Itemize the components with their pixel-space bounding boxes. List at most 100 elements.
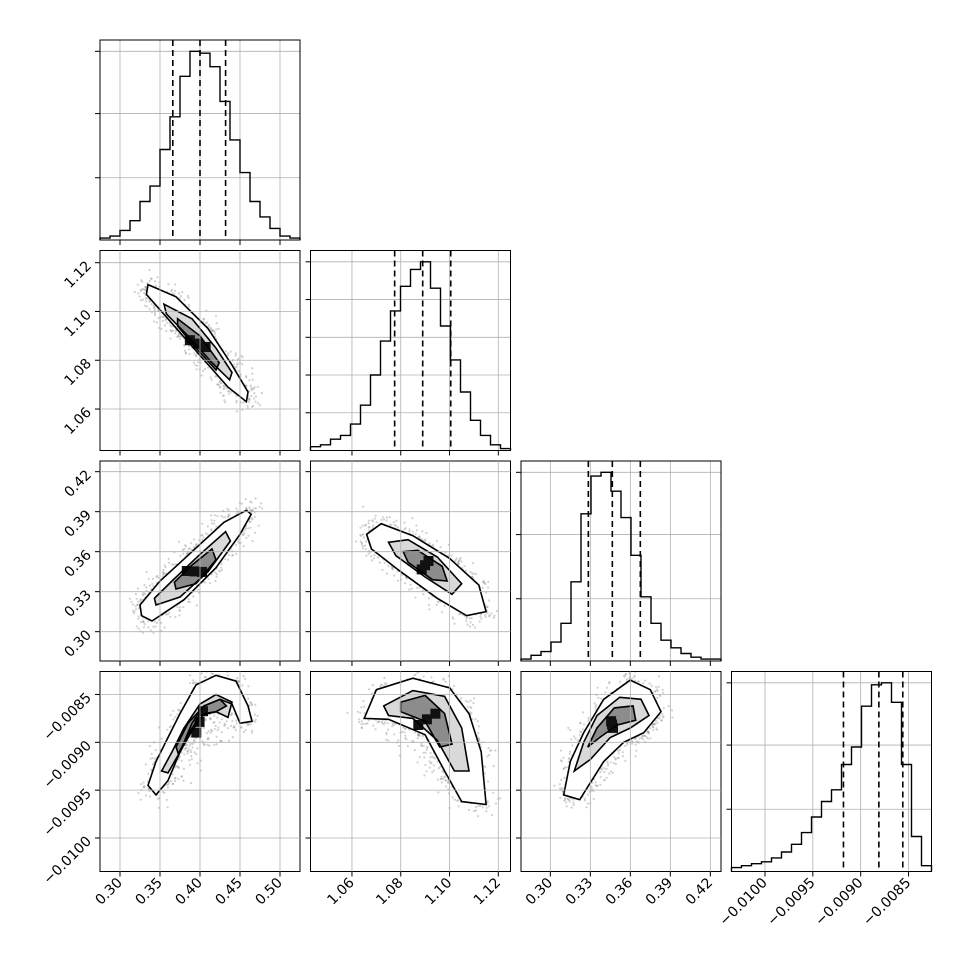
- sample-point: [578, 734, 581, 737]
- sample-point: [627, 665, 629, 667]
- sample-point: [367, 519, 370, 522]
- sample-point: [647, 731, 650, 734]
- sample-point: [453, 622, 456, 625]
- sample-point: [600, 697, 603, 700]
- sample-point: [210, 728, 213, 732]
- sample-point: [249, 701, 252, 704]
- panel-frame: [520, 460, 722, 662]
- sample-point: [162, 571, 165, 575]
- sample-point: [157, 576, 160, 579]
- sample-point: [248, 508, 252, 511]
- sample-point: [364, 548, 367, 551]
- sample-point: [208, 744, 211, 747]
- y-tick-label: −0.0095: [41, 786, 95, 840]
- sample-point: [247, 401, 251, 404]
- sample-point: [404, 527, 407, 530]
- sample-point: [200, 534, 203, 537]
- sample-point: [134, 605, 137, 608]
- sample-point: [632, 676, 636, 679]
- sample-point: [232, 726, 235, 729]
- sample-point: [361, 533, 364, 536]
- sample-point: [364, 722, 367, 725]
- sample-point: [564, 797, 567, 800]
- sample-point: [457, 562, 460, 565]
- sample-point: [437, 767, 440, 770]
- sample-point: [463, 565, 466, 568]
- sample-point: [655, 688, 658, 691]
- sample-point: [256, 402, 260, 405]
- sample-point: [367, 688, 371, 691]
- sample-point: [644, 668, 646, 670]
- sample-point: [210, 378, 213, 381]
- sample-point: [645, 730, 648, 733]
- sample-point: [140, 783, 143, 786]
- sample-point: [180, 775, 184, 778]
- sample-point: [203, 317, 206, 321]
- sample-point: [137, 607, 141, 610]
- sample-point: [429, 756, 432, 759]
- sample-point: [568, 800, 572, 803]
- sample-point: [235, 512, 238, 515]
- pair-panel-1-2: [310, 460, 511, 662]
- sample-point: [605, 686, 609, 689]
- sample-point: [177, 708, 180, 711]
- sample-point: [466, 623, 469, 626]
- sample-point: [486, 800, 489, 803]
- sample-point: [484, 613, 487, 617]
- sample-point: [145, 297, 149, 300]
- sample-point: [413, 749, 416, 752]
- density-core-block: [191, 727, 202, 738]
- sample-point: [167, 557, 170, 560]
- sample-point: [166, 786, 170, 789]
- sample-point: [184, 349, 187, 352]
- sample-point: [606, 762, 610, 765]
- sample-point: [252, 719, 255, 722]
- sample-point: [655, 727, 658, 730]
- sample-point: [603, 779, 606, 782]
- sample-point: [174, 332, 177, 335]
- sample-point: [442, 778, 445, 781]
- sample-point: [360, 722, 363, 726]
- sample-point: [591, 781, 594, 784]
- sample-point: [154, 625, 157, 628]
- sample-point: [671, 716, 674, 719]
- sample-point: [256, 385, 259, 388]
- sample-point: [236, 676, 239, 680]
- sample-point: [218, 721, 221, 724]
- sample-point: [572, 801, 575, 804]
- contour-line-0: [139, 509, 253, 622]
- sample-point: [150, 768, 153, 771]
- sample-point: [382, 518, 386, 521]
- sample-point: [457, 560, 460, 563]
- sample-point: [171, 288, 174, 291]
- sample-point: [157, 309, 160, 312]
- sample-point: [364, 524, 367, 527]
- sample-point: [488, 753, 491, 757]
- sample-point: [226, 354, 229, 357]
- sample-point: [599, 783, 602, 786]
- sample-point: [481, 806, 484, 809]
- sample-point: [142, 626, 146, 629]
- sample-point: [186, 750, 189, 753]
- sample-point: [210, 729, 213, 733]
- sample-point: [416, 737, 419, 740]
- sample-point: [203, 367, 207, 371]
- sample-point: [492, 791, 495, 794]
- sample-point: [658, 717, 661, 720]
- x-tick-label: 1.08: [373, 875, 406, 908]
- sample-point: [190, 757, 193, 761]
- sample-point: [442, 678, 445, 681]
- sample-point: [623, 675, 627, 678]
- sample-point: [220, 740, 223, 743]
- sample-point: [161, 571, 164, 574]
- sample-point: [149, 757, 152, 760]
- sample-point: [618, 748, 622, 752]
- sample-point: [422, 675, 425, 678]
- sample-point: [246, 724, 249, 727]
- sample-point: [490, 813, 494, 817]
- sample-point: [380, 720, 384, 723]
- sample-point: [215, 575, 218, 579]
- sample-point: [177, 758, 180, 761]
- sample-point: [644, 679, 647, 682]
- sample-point: [134, 592, 137, 596]
